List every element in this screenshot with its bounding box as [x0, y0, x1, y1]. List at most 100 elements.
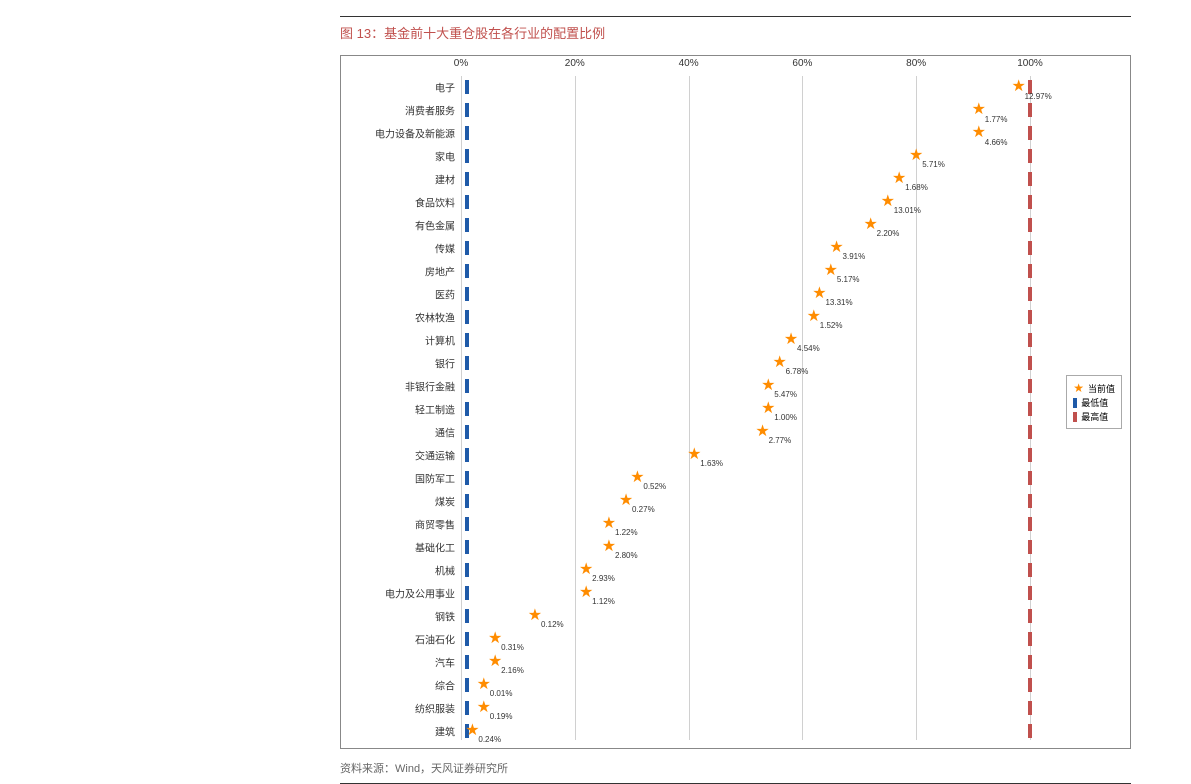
- max-marker: [1028, 517, 1032, 531]
- max-marker: [1028, 264, 1032, 278]
- x-tick-label: 20%: [565, 58, 585, 69]
- chart-row: ★0.19%: [461, 696, 1030, 719]
- max-marker: [1028, 379, 1032, 393]
- chart-rows: ★12.97%★1.77%★4.66%★5.71%★1.68%★13.01%★2…: [461, 76, 1030, 740]
- category-label: 有色金属: [415, 218, 455, 233]
- max-marker: [1028, 241, 1032, 255]
- star-icon: ★: [1073, 381, 1084, 395]
- value-label: 0.24%: [478, 735, 501, 744]
- chart-row: ★2.20%: [461, 214, 1030, 237]
- min-marker: [465, 402, 469, 416]
- min-marker: [465, 149, 469, 163]
- x-tick-label: 100%: [1017, 58, 1043, 69]
- category-label: 食品饮料: [415, 195, 455, 210]
- max-marker: [1028, 287, 1032, 301]
- min-marker: [465, 494, 469, 508]
- chart-row: ★1.68%: [461, 168, 1030, 191]
- max-marker: [1028, 356, 1032, 370]
- x-tick-label: 60%: [792, 58, 812, 69]
- chart-row: ★2.16%: [461, 650, 1030, 673]
- max-marker: [1028, 494, 1032, 508]
- source-bar: 资料来源：Wind，天风证券研究所: [340, 753, 1131, 784]
- category-label: 消费者服务: [405, 103, 455, 118]
- max-marker: [1028, 448, 1032, 462]
- category-label: 纺织服装: [415, 700, 455, 715]
- legend: ★ 当前值 最低值 最高值: [1066, 375, 1122, 429]
- chart-row: ★0.01%: [461, 673, 1030, 696]
- max-marker: [1028, 701, 1032, 715]
- chart-title: 图 13：基金前十大重仓股在各行业的配置比例: [340, 26, 605, 41]
- min-marker: [465, 195, 469, 209]
- min-marker: [465, 333, 469, 347]
- max-marker: [1028, 149, 1032, 163]
- max-marker: [1028, 471, 1032, 485]
- category-label: 汽车: [435, 654, 455, 669]
- chart-row: ★1.12%: [461, 581, 1030, 604]
- min-marker: [465, 287, 469, 301]
- legend-item-current: ★ 当前值: [1073, 381, 1115, 395]
- min-marker: [465, 448, 469, 462]
- category-label: 煤炭: [435, 493, 455, 508]
- min-marker: [465, 563, 469, 577]
- min-marker: [465, 218, 469, 232]
- chart-row: ★0.31%: [461, 627, 1030, 650]
- source-text: 资料来源：Wind，天风证券研究所: [340, 763, 508, 775]
- max-marker: [1028, 724, 1032, 738]
- category-label: 家电: [435, 149, 455, 164]
- category-label: 房地产: [425, 264, 455, 279]
- min-marker: [465, 540, 469, 554]
- chart-row: ★0.52%: [461, 466, 1030, 489]
- category-label: 非银行金融: [405, 379, 455, 394]
- min-marker: [465, 103, 469, 117]
- title-bar: 图 13：基金前十大重仓股在各行业的配置比例: [340, 16, 1131, 43]
- chart-row: ★4.54%: [461, 329, 1030, 352]
- max-marker: [1028, 310, 1032, 324]
- min-marker: [465, 172, 469, 186]
- legend-label: 最高值: [1081, 410, 1108, 423]
- category-label: 商贸零售: [415, 516, 455, 531]
- x-axis: 0%20%40%60%80%100%: [461, 56, 1030, 76]
- max-marker: [1028, 333, 1032, 347]
- category-label: 电力设备及新能源: [375, 126, 455, 141]
- min-marker: [465, 632, 469, 646]
- chart-row: ★0.27%: [461, 489, 1030, 512]
- chart-row: ★3.91%: [461, 237, 1030, 260]
- chart-row: ★1.22%: [461, 512, 1030, 535]
- chart-row: ★1.52%: [461, 306, 1030, 329]
- min-marker: [465, 655, 469, 669]
- min-mark-icon: [1073, 398, 1077, 408]
- category-label: 计算机: [425, 333, 455, 348]
- max-marker: [1028, 655, 1032, 669]
- category-label: 电力及公用事业: [385, 585, 455, 600]
- chart-row: ★2.93%: [461, 558, 1030, 581]
- x-tick-label: 40%: [679, 58, 699, 69]
- chart-area: 电子消费者服务电力设备及新能源家电建材食品饮料有色金属传媒房地产医药农林牧渔计算…: [340, 55, 1131, 749]
- category-label: 传媒: [435, 241, 455, 256]
- max-marker: [1028, 402, 1032, 416]
- min-marker: [465, 241, 469, 255]
- category-label: 电子: [435, 80, 455, 95]
- legend-label: 当前值: [1088, 382, 1115, 395]
- min-marker: [465, 80, 469, 94]
- chart-row: ★12.97%: [461, 76, 1030, 99]
- category-label: 基础化工: [415, 539, 455, 554]
- chart-row: ★13.31%: [461, 283, 1030, 306]
- min-marker: [465, 379, 469, 393]
- category-label: 钢铁: [435, 608, 455, 623]
- min-marker: [465, 264, 469, 278]
- chart-row: ★5.47%: [461, 375, 1030, 398]
- max-mark-icon: [1073, 412, 1077, 422]
- min-marker: [465, 471, 469, 485]
- chart-row: ★0.24%: [461, 719, 1030, 742]
- category-label: 机械: [435, 562, 455, 577]
- category-label: 国防军工: [415, 470, 455, 485]
- max-marker: [1028, 586, 1032, 600]
- max-marker: [1028, 678, 1032, 692]
- min-marker: [465, 126, 469, 140]
- category-label: 轻工制造: [415, 402, 455, 417]
- chart-row: ★1.63%: [461, 443, 1030, 466]
- category-label: 通信: [435, 424, 455, 439]
- category-label: 综合: [435, 677, 455, 692]
- chart-row: ★2.80%: [461, 535, 1030, 558]
- chart-row: ★0.12%: [461, 604, 1030, 627]
